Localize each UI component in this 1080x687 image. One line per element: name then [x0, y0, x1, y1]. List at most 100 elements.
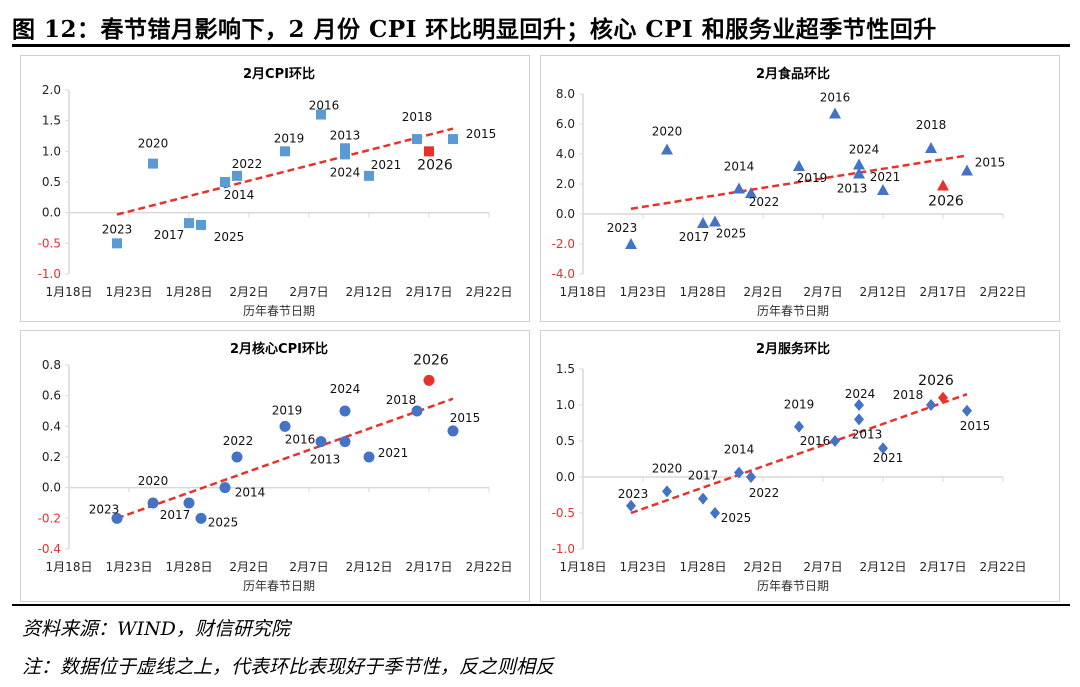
data-point-2023	[112, 238, 122, 249]
x-tick-label: 1月23日	[620, 560, 667, 574]
x-tick-label: 1月23日	[620, 285, 667, 299]
x-tick-label: 1月23日	[106, 285, 153, 299]
data-point-2025	[709, 215, 721, 227]
chart-core-cpi-mom: 2月核心CPI环比 -0.4 -0.2 0.0 0.2 0.4 0.6 0.8 1月18日 1月2…	[20, 330, 530, 602]
data-point-2023	[626, 499, 636, 512]
x-tick-label: 1月28日	[166, 285, 213, 299]
data-label-2021: 2021	[873, 451, 904, 465]
trendline	[630, 154, 968, 210]
chart-svg: 2月服务环比 -1.0 -0.5 0.0 0.5 1.0 1.5 1月18日 1月23日 1月28…	[552, 341, 1027, 593]
data-label-2016: 2016	[285, 433, 316, 447]
data-point-2026	[423, 374, 435, 386]
y-tick-label: 0.0	[42, 206, 61, 220]
chart-svg: 2月CPI环比 -1.0 -0.5 0.0 0.5 1.0 1.5 2.0 1月18日 1月23日…	[38, 66, 513, 318]
chart-title: 2月CPI环比	[243, 66, 315, 82]
data-label-2021: 2021	[870, 170, 901, 184]
data-point-2023	[625, 238, 637, 249]
data-label-2023: 2023	[618, 487, 649, 501]
data-point-2025	[195, 512, 207, 524]
x-tick-label: 2月22日	[980, 285, 1027, 299]
data-point-2026	[937, 179, 949, 191]
data-point-2015	[447, 425, 459, 437]
y-tick-label: 0.0	[556, 207, 575, 221]
x-tick-label: 1月18日	[560, 560, 607, 574]
y-tick-label: 2.0	[42, 83, 61, 97]
data-point-2026	[424, 146, 434, 157]
data-label-2016: 2016	[309, 99, 340, 113]
data-point-2018	[926, 399, 936, 411]
data-label-2024: 2024	[330, 165, 361, 179]
data-label-2026: 2026	[417, 157, 453, 173]
source-note: 资料来源：WIND，财信研究院	[22, 618, 290, 640]
data-label-2023: 2023	[607, 221, 638, 235]
data-label-2026: 2026	[928, 194, 964, 210]
y-tick-label: 0.5	[556, 434, 575, 448]
data-point-2014	[733, 182, 745, 194]
chart-cpi-mom: 2月CPI环比 -1.0 -0.5 0.0 0.5 1.0 1.5 2.0 1月18日 1月23日…	[20, 55, 530, 322]
y-tick-label: -0.5	[38, 236, 61, 250]
data-label-2017: 2017	[154, 228, 185, 242]
data-point-2022	[745, 187, 757, 198]
data-point-2020	[661, 143, 673, 155]
data-point-2019	[793, 160, 805, 171]
data-point-2017	[697, 217, 709, 228]
data-label-2018: 2018	[386, 393, 417, 407]
x-tick-label: 2月2日	[229, 560, 268, 574]
y-tick-label: -0.4	[38, 542, 61, 556]
x-axis-label: 历年春节日期	[757, 304, 829, 318]
data-point-2019	[279, 420, 291, 432]
x-tick-label: 2月17日	[920, 560, 967, 574]
data-label-2023: 2023	[102, 222, 133, 236]
data-point-2015	[962, 404, 972, 417]
y-tick-label: 0.0	[556, 470, 575, 484]
x-tick-label: 2月22日	[466, 560, 513, 574]
data-label-2019: 2019	[784, 398, 815, 412]
footnote: 注：数据位于虚线之上，代表环比表现好于季节性，反之则相反	[22, 656, 555, 678]
y-tick-label: 4.0	[556, 147, 575, 161]
x-tick-label: 2月12日	[346, 560, 393, 574]
data-point-2025	[196, 219, 206, 230]
data-label-2016: 2016	[820, 91, 851, 105]
data-label-2026: 2026	[413, 352, 449, 368]
x-tick-label: 1月18日	[46, 285, 93, 299]
x-tick-label: 2月22日	[466, 285, 513, 299]
data-point-2020	[662, 485, 672, 498]
data-label-2014: 2014	[724, 160, 755, 174]
data-label-2014: 2014	[724, 443, 755, 457]
data-point-2025	[710, 507, 720, 519]
data-label-2020: 2020	[652, 125, 683, 139]
data-point-2013	[339, 436, 351, 448]
data-label-2021: 2021	[378, 446, 409, 460]
x-tick-label: 2月12日	[860, 560, 907, 574]
y-tick-label: 0.5	[42, 175, 61, 189]
y-tick-label: -1.0	[552, 542, 575, 556]
data-label-2018: 2018	[916, 118, 947, 132]
y-tick-label: 1.5	[42, 114, 61, 128]
data-point-2016	[829, 107, 841, 119]
data-label-2024: 2024	[330, 382, 361, 396]
data-point-2017	[183, 497, 195, 509]
data-label-2025: 2025	[208, 515, 239, 529]
data-label-2013: 2013	[310, 453, 341, 467]
data-point-2014	[219, 482, 231, 494]
data-label-2024: 2024	[845, 387, 876, 401]
y-tick-label: 1.0	[556, 398, 575, 412]
data-label-2020: 2020	[138, 474, 169, 488]
data-point-2020	[147, 497, 159, 509]
data-label-2019: 2019	[274, 131, 305, 145]
y-tick-label: -4.0	[552, 267, 575, 281]
data-point-2018	[412, 134, 422, 145]
x-tick-label: 2月2日	[743, 560, 782, 574]
data-point-2015	[961, 164, 973, 176]
data-label-2020: 2020	[138, 137, 169, 151]
x-tick-label: 2月7日	[289, 285, 328, 299]
x-tick-label: 2月12日	[346, 285, 393, 299]
y-tick-label: 2.0	[556, 177, 575, 191]
data-point-2013	[854, 413, 864, 426]
data-point-2023	[111, 512, 123, 524]
data-point-2018	[411, 405, 423, 417]
data-label-2013: 2013	[852, 427, 883, 441]
x-tick-label: 1月28日	[680, 560, 727, 574]
data-point-2019	[794, 420, 804, 433]
y-tick-label: -1.0	[38, 267, 61, 281]
